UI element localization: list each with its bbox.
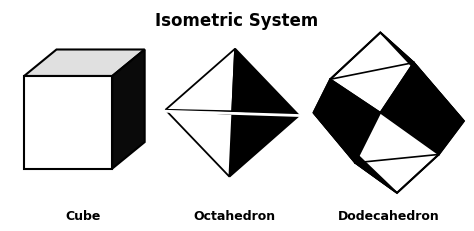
Polygon shape (330, 33, 414, 113)
Polygon shape (313, 113, 380, 163)
Polygon shape (356, 113, 439, 193)
Text: Cube: Cube (65, 209, 100, 222)
Polygon shape (165, 49, 235, 112)
Polygon shape (229, 115, 299, 177)
Polygon shape (380, 63, 464, 122)
Polygon shape (112, 50, 145, 169)
Polygon shape (380, 33, 464, 122)
Polygon shape (232, 49, 299, 116)
Polygon shape (313, 113, 397, 193)
Text: Isometric System: Isometric System (155, 12, 319, 30)
Polygon shape (165, 110, 232, 177)
Text: Octahedron: Octahedron (193, 209, 276, 222)
Polygon shape (380, 113, 464, 155)
Polygon shape (313, 80, 380, 113)
Polygon shape (24, 77, 112, 169)
Polygon shape (24, 50, 145, 77)
Text: Dodecahedron: Dodecahedron (338, 209, 439, 222)
